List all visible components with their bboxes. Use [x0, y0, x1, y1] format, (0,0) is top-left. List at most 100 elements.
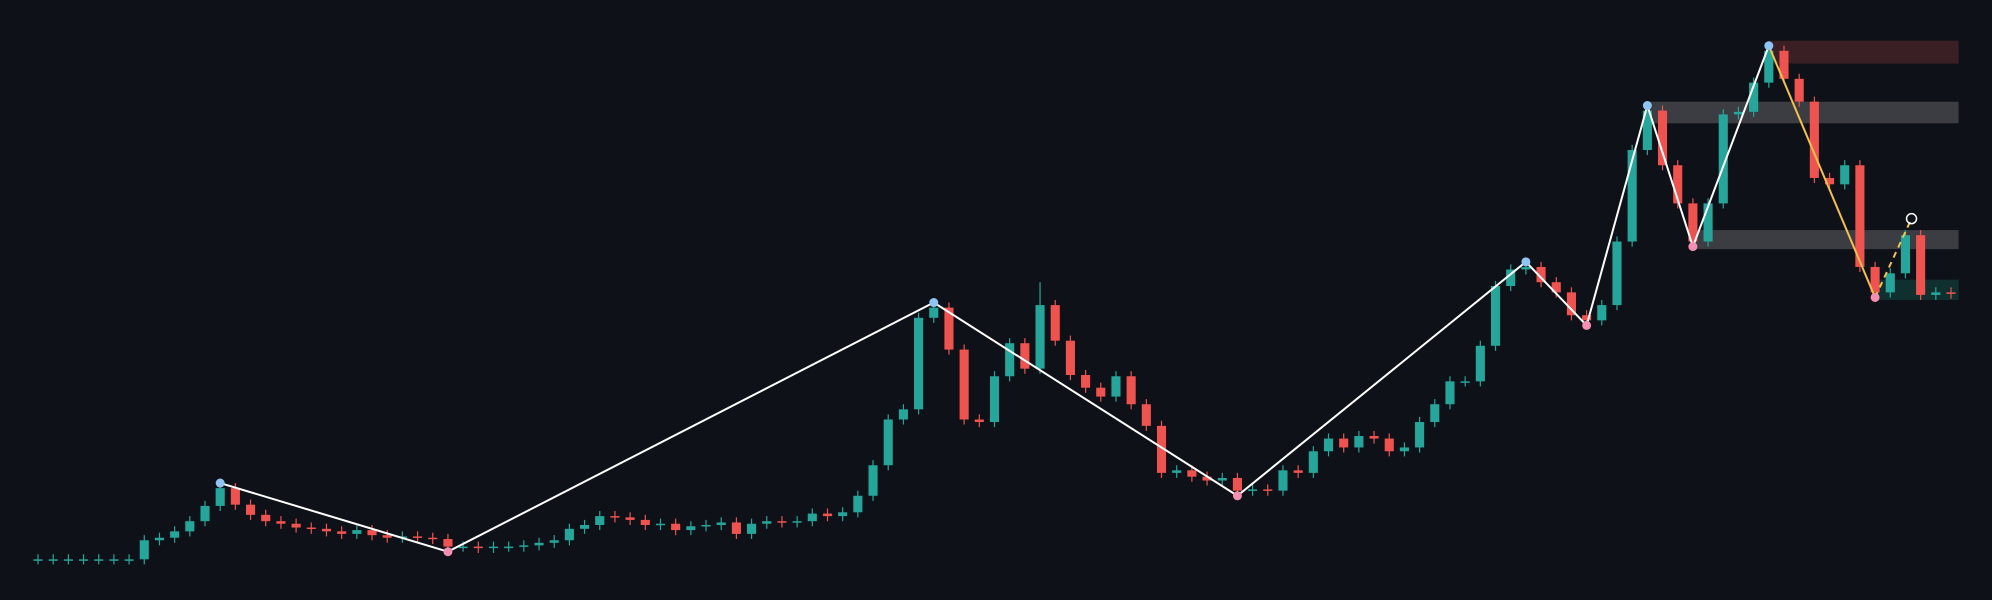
candle-body [473, 546, 483, 549]
candle-body [716, 522, 726, 525]
candle-body [321, 528, 332, 532]
pivot-point [1232, 491, 1242, 501]
candle-body [534, 542, 544, 546]
candle-body [1824, 177, 1835, 185]
candle-body [382, 535, 392, 538]
candle-body [1794, 78, 1804, 102]
candle-body [519, 545, 529, 547]
candle-body [883, 419, 893, 466]
candle-body [246, 504, 256, 515]
candle-body [367, 530, 377, 536]
candle-body [1308, 451, 1318, 473]
candle-body [762, 521, 772, 524]
candle-body [610, 516, 620, 518]
candle-body [1399, 447, 1409, 452]
candle-body [413, 536, 423, 538]
candle-body [1141, 404, 1151, 426]
candle-body [1946, 292, 1956, 294]
candle-body [1718, 114, 1728, 204]
candle-body [1278, 470, 1288, 491]
candle-body [1490, 286, 1501, 346]
candle-body [564, 528, 574, 541]
candle-body [230, 488, 240, 505]
candle-body [276, 521, 286, 524]
candle-body [1460, 381, 1470, 383]
candle-body [1582, 315, 1592, 321]
candle-body [974, 419, 984, 423]
candle-body [428, 537, 438, 540]
candle-body [215, 488, 225, 506]
candle-body [747, 523, 757, 534]
candle-body [1156, 425, 1167, 473]
candle-body [655, 523, 666, 526]
candle-body [1065, 340, 1075, 375]
candle-body [1020, 343, 1030, 369]
candle-body [625, 517, 635, 520]
candle-body [640, 519, 650, 525]
candle-body [1703, 203, 1713, 242]
candle-body [1536, 266, 1546, 283]
pivot-point [1688, 242, 1698, 252]
pivot-point [1642, 101, 1652, 111]
candle-body [1840, 165, 1850, 185]
candle-body [1475, 345, 1485, 382]
candle-body [352, 530, 362, 534]
candle-body [1339, 438, 1349, 448]
candle-body [1749, 82, 1759, 112]
candle-body [1445, 381, 1455, 405]
candle-body [504, 546, 514, 549]
candle-body [443, 538, 453, 547]
candle-body [989, 376, 1000, 423]
candle-body [777, 521, 787, 523]
candle-body [1111, 376, 1121, 397]
candle-body [1885, 273, 1895, 293]
candle-body [1931, 292, 1941, 295]
candle-body [1172, 470, 1182, 473]
candle-body [1232, 477, 1242, 491]
candle-body [898, 409, 908, 420]
pivot-point [1582, 320, 1592, 330]
candle-body [1870, 266, 1880, 293]
candle-body [1187, 470, 1197, 477]
candle-body [170, 531, 180, 538]
candle-body [1551, 282, 1561, 293]
candle-body [1642, 110, 1652, 150]
candle-body [1096, 387, 1106, 397]
candle-body [458, 546, 468, 549]
candle-body [731, 522, 741, 534]
zone [1692, 230, 1959, 250]
candle-body [838, 512, 848, 517]
candle-body [822, 513, 833, 517]
candle-body [1050, 305, 1060, 341]
zone [1768, 40, 1959, 64]
candle-body [1369, 436, 1379, 439]
candle-body [1688, 203, 1698, 242]
candle-body [200, 505, 210, 522]
pivot-point [215, 478, 225, 488]
pivot-point [1764, 41, 1774, 51]
candle-body [1612, 241, 1622, 306]
candle-body [1809, 101, 1819, 178]
candle-body [914, 317, 924, 410]
candle-body [185, 521, 195, 532]
candle-body [1202, 476, 1212, 481]
pivot-point [1521, 257, 1531, 267]
candle-body [868, 465, 878, 496]
candle-body [1430, 404, 1440, 423]
candle-body [671, 523, 681, 531]
candle-body [1354, 436, 1364, 448]
candle-body [48, 559, 58, 561]
candle-body [686, 526, 696, 531]
candle-body [1900, 235, 1911, 274]
candle-body [1916, 235, 1926, 295]
candle-body [337, 531, 347, 534]
candle-body [1627, 150, 1637, 242]
candle-body [929, 307, 939, 318]
candle-body [1248, 489, 1258, 491]
candle-body [1384, 438, 1394, 452]
projection-point [1905, 212, 1918, 225]
pivot-point [443, 547, 453, 557]
candle-body [595, 516, 605, 525]
candle-body [154, 537, 165, 541]
